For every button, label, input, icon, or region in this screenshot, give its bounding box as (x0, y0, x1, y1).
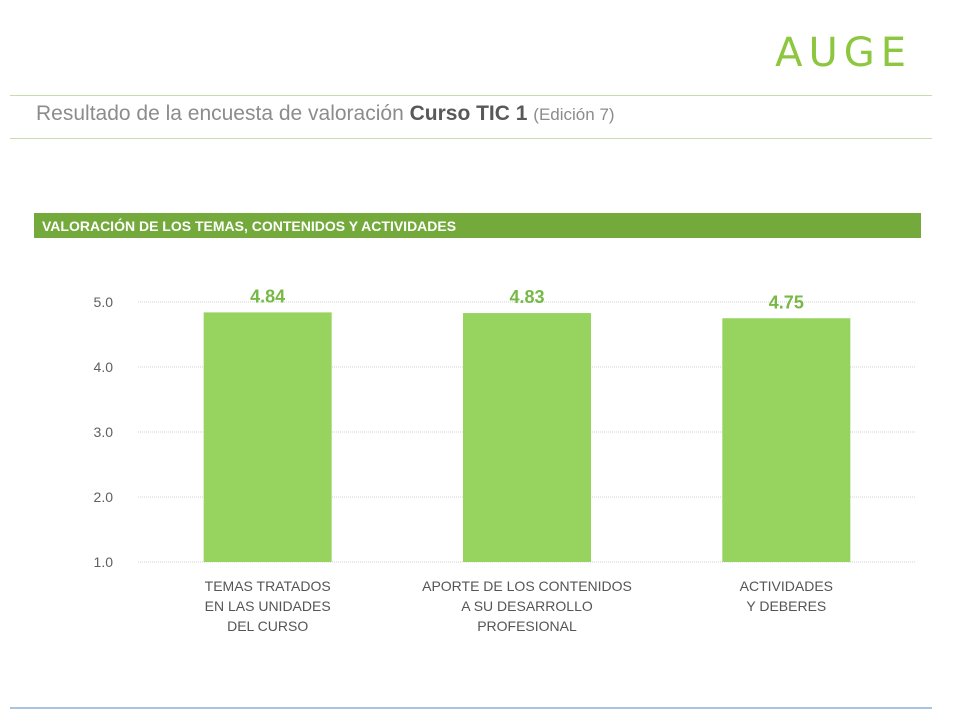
y-tick-label: 5.0 (94, 294, 114, 310)
title-edition: (Edición 7) (533, 105, 615, 124)
page-title: Resultado de la encuesta de valoración C… (36, 102, 615, 126)
header-bottom-rule (10, 138, 932, 139)
header-top-rule (10, 95, 932, 96)
category-label: DEL CURSO (227, 618, 308, 634)
section-title-bar: VALORACIÓN DE LOS TEMAS, CONTENIDOS Y AC… (34, 213, 921, 238)
category-label: EN LAS UNIDADES (205, 598, 331, 614)
data-label: 4.75 (769, 292, 804, 312)
category-label: ACTIVIDADES (740, 578, 833, 594)
y-tick-label: 1.0 (94, 554, 114, 570)
category-label: A SU DESARROLLO (461, 598, 593, 614)
y-tick-label: 3.0 (94, 424, 114, 440)
category-label: Y DEBERES (746, 598, 826, 614)
y-tick-label: 4.0 (94, 359, 114, 375)
title-main: Resultado de la encuesta de valoración (36, 102, 410, 125)
category-label: TEMAS TRATADOS (205, 578, 331, 594)
data-label: 4.83 (509, 287, 544, 307)
bar (463, 313, 591, 562)
auge-logo: AUGE (775, 30, 912, 76)
category-label: PROFESIONAL (477, 618, 577, 634)
footer-rule (10, 707, 932, 709)
data-label: 4.84 (250, 286, 285, 306)
bar (722, 318, 851, 562)
category-label: APORTE DE LOS CONTENIDOS (422, 578, 632, 594)
title-course: Curso TIC 1 (409, 102, 528, 125)
y-tick-label: 2.0 (94, 489, 114, 505)
bar (203, 312, 332, 562)
